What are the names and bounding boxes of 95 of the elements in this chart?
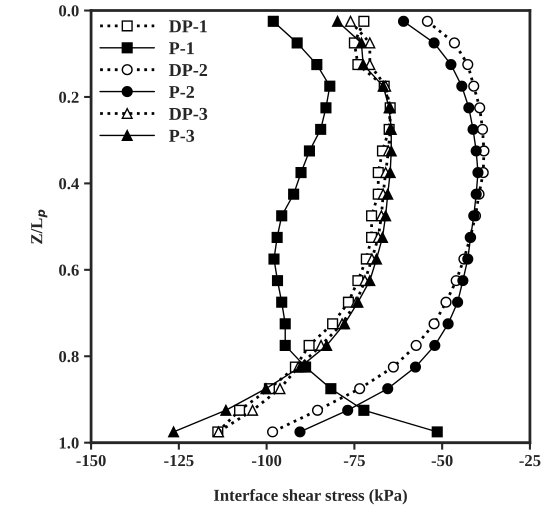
- point: [370, 253, 382, 265]
- point: [462, 59, 474, 70]
- y-tick-label: 0.8: [59, 350, 79, 362]
- point: [315, 124, 326, 135]
- point: [364, 37, 376, 49]
- x-tick-label: -25: [519, 455, 540, 466]
- point: [382, 188, 394, 200]
- point: [247, 404, 258, 416]
- point: [304, 145, 316, 157]
- legend-label: DP-1: [169, 20, 207, 32]
- point: [276, 210, 288, 222]
- point: [220, 404, 232, 416]
- point: [382, 383, 394, 394]
- x-tick-label: -125: [164, 455, 194, 466]
- point: [342, 296, 354, 308]
- point: [325, 383, 336, 394]
- y-axis-title: Z/L$_{p}$: [31, 210, 48, 244]
- point: [468, 80, 480, 92]
- point: [304, 340, 315, 352]
- legend-label: P-2: [169, 86, 194, 98]
- point: [339, 318, 350, 330]
- point: [470, 188, 482, 200]
- point: [376, 232, 388, 243]
- point: [276, 296, 288, 308]
- point: [358, 404, 370, 416]
- y-tick-label: 0.6: [59, 264, 79, 276]
- point: [168, 426, 180, 438]
- x-tick-label: -75: [344, 455, 365, 466]
- point: [456, 80, 468, 92]
- point: [448, 37, 460, 49]
- point: [358, 16, 370, 27]
- y-tick-label: 1.0: [60, 437, 79, 449]
- point: [472, 167, 484, 178]
- point: [428, 37, 440, 49]
- point: [428, 318, 440, 330]
- x-tick-label: -50: [432, 454, 453, 466]
- point: [320, 102, 332, 114]
- point: [268, 16, 279, 27]
- point: [452, 296, 464, 308]
- x-tick-label: -100: [252, 454, 282, 466]
- point: [422, 16, 433, 27]
- point: [474, 102, 486, 114]
- point: [384, 167, 396, 178]
- point: [324, 80, 336, 92]
- legend-label: P-3: [169, 130, 194, 142]
- x-tick-label: -150: [76, 454, 106, 466]
- point: [280, 340, 291, 352]
- point: [344, 16, 356, 27]
- point: [295, 167, 307, 178]
- point: [356, 37, 367, 49]
- y-tick-label: 0.4: [59, 178, 79, 190]
- point: [398, 16, 410, 27]
- point: [429, 340, 440, 352]
- point: [311, 59, 322, 70]
- point: [364, 275, 376, 286]
- y-tick-label: 0.2: [59, 92, 79, 103]
- point: [358, 59, 369, 70]
- point: [272, 232, 283, 243]
- point: [410, 340, 422, 352]
- point: [267, 426, 278, 438]
- point: [354, 383, 366, 394]
- x-axis-title: Interface shear stress (kPa): [214, 489, 407, 504]
- point: [234, 404, 246, 416]
- point: [260, 383, 272, 394]
- point: [312, 404, 324, 416]
- point: [410, 362, 422, 373]
- point: [462, 253, 474, 265]
- point: [292, 37, 303, 49]
- point: [442, 318, 454, 330]
- point: [280, 318, 291, 330]
- point: [386, 145, 397, 157]
- point: [457, 275, 468, 286]
- y-tick-label: 0.0: [59, 5, 79, 17]
- point: [445, 59, 456, 70]
- point: [380, 210, 392, 222]
- point: [463, 102, 474, 114]
- point: [467, 124, 479, 135]
- legend-label: DP-2: [169, 64, 208, 76]
- point: [342, 404, 354, 416]
- point: [321, 340, 332, 352]
- point: [476, 124, 488, 135]
- legend-label: DP-3: [169, 108, 208, 120]
- point: [272, 275, 284, 286]
- point: [288, 188, 300, 200]
- point: [294, 426, 306, 438]
- point: [274, 383, 286, 394]
- point: [432, 426, 443, 438]
- point: [440, 296, 452, 308]
- point: [388, 362, 399, 373]
- point: [366, 210, 378, 222]
- point: [268, 253, 280, 265]
- legend-label: P-1: [169, 42, 194, 54]
- point: [332, 16, 344, 27]
- point: [470, 145, 482, 157]
- point: [327, 318, 338, 330]
